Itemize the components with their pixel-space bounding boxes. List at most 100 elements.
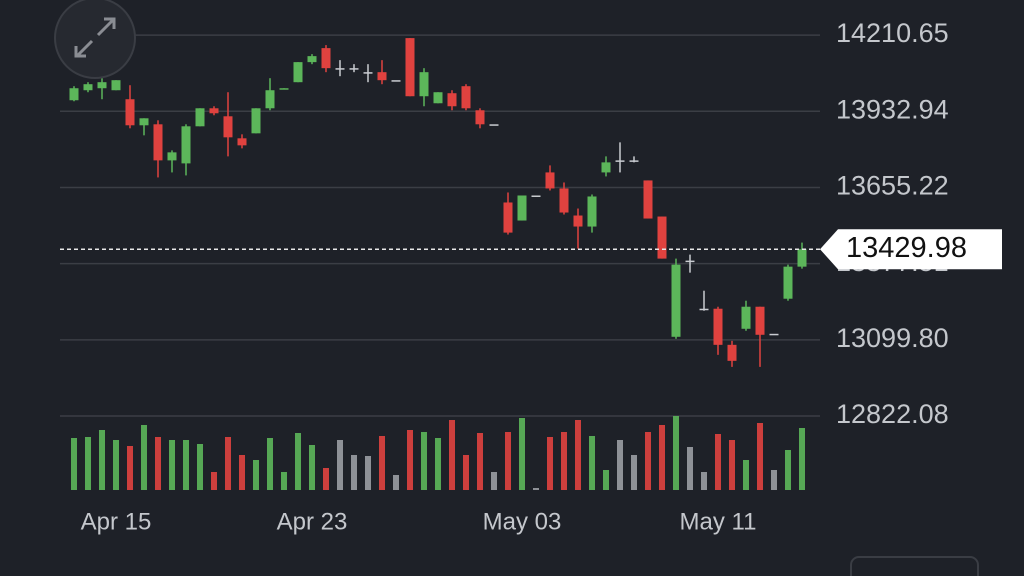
volume-bar bbox=[99, 430, 105, 490]
volume-bar bbox=[631, 455, 637, 490]
expand-icon[interactable] bbox=[74, 17, 116, 58]
expand-circle[interactable] bbox=[54, 0, 136, 79]
candle-body bbox=[279, 88, 289, 90]
volume-bar bbox=[617, 440, 623, 490]
candle-body bbox=[181, 126, 191, 164]
volume-bar bbox=[281, 472, 287, 490]
volume-bar bbox=[435, 438, 441, 490]
candle-body bbox=[685, 260, 695, 263]
candle-body bbox=[307, 56, 317, 63]
y-tick-label: 12822.08 bbox=[836, 399, 949, 429]
candle-body bbox=[293, 62, 303, 83]
volume-bar bbox=[715, 434, 721, 490]
volume-bar bbox=[575, 420, 581, 490]
corner-button[interactable] bbox=[850, 556, 979, 576]
volume-bar bbox=[127, 446, 133, 490]
x-tick-label: May 11 bbox=[680, 508, 757, 535]
volume-bar bbox=[351, 455, 357, 490]
y-tick-label: 13655.22 bbox=[836, 171, 949, 201]
volume-bar bbox=[477, 433, 483, 490]
volume-bar bbox=[71, 438, 77, 490]
candle-body bbox=[741, 306, 751, 329]
y-tick-label: 13932.94 bbox=[836, 94, 949, 124]
x-tick-label: Apr 15 bbox=[81, 508, 152, 535]
candle-body bbox=[391, 80, 401, 82]
candle-body bbox=[503, 202, 513, 233]
y-tick-label: 13099.80 bbox=[836, 323, 949, 353]
volume-bar bbox=[799, 428, 805, 490]
volume-bar bbox=[561, 432, 567, 490]
volume-bar bbox=[505, 432, 511, 490]
candle-body bbox=[321, 48, 331, 69]
volume-bar bbox=[141, 425, 147, 490]
candle-body bbox=[573, 215, 583, 227]
volume-bar bbox=[449, 420, 455, 490]
candle-body bbox=[111, 80, 121, 91]
candle-body bbox=[727, 344, 737, 361]
volume-bar bbox=[645, 432, 651, 490]
candle-body bbox=[167, 152, 177, 161]
candle-body bbox=[447, 93, 457, 107]
volume-bar bbox=[729, 440, 735, 490]
volume-bar bbox=[379, 436, 385, 490]
candle-body bbox=[377, 72, 387, 81]
candle-body bbox=[517, 195, 527, 221]
volume-bar bbox=[421, 432, 427, 490]
volume-bar bbox=[757, 423, 763, 490]
candle-body bbox=[195, 108, 205, 127]
volume-bar bbox=[463, 455, 469, 490]
candle-body bbox=[69, 88, 79, 101]
candle-body bbox=[769, 333, 779, 336]
volume-bar bbox=[771, 470, 777, 490]
candle-body bbox=[475, 110, 485, 125]
candle-body bbox=[783, 266, 793, 299]
volume-bar bbox=[211, 472, 217, 490]
volume-bar bbox=[547, 437, 553, 490]
price-axis: 12822.0813099.8013377.5113655.2213932.94… bbox=[820, 18, 1002, 429]
volume-bar bbox=[155, 437, 161, 490]
volume-bar bbox=[407, 430, 413, 490]
volume-bar bbox=[239, 455, 245, 490]
x-tick-label: Apr 23 bbox=[277, 508, 348, 535]
volume-bar bbox=[309, 445, 315, 490]
candle-body bbox=[559, 188, 569, 213]
volume-bar bbox=[267, 438, 273, 490]
candle-body bbox=[139, 118, 149, 126]
volume-bar bbox=[603, 470, 609, 490]
volume-bar bbox=[337, 440, 343, 490]
candle-body bbox=[209, 108, 219, 114]
candle-body bbox=[83, 84, 93, 91]
volume-bar bbox=[169, 440, 175, 490]
volume-bar bbox=[323, 468, 329, 490]
volume-bar bbox=[701, 472, 707, 490]
candle-body bbox=[713, 308, 723, 345]
candle-body bbox=[489, 124, 499, 126]
candle-body bbox=[97, 82, 107, 89]
volume-bar bbox=[85, 437, 91, 490]
volume-bar bbox=[295, 433, 301, 490]
grid bbox=[60, 34, 820, 417]
candle-body bbox=[419, 72, 429, 97]
candle-body bbox=[265, 90, 275, 109]
candle-body bbox=[335, 68, 345, 70]
volume-bar bbox=[197, 444, 203, 490]
candle-body bbox=[153, 124, 163, 161]
volume-bar bbox=[183, 440, 189, 490]
volume-bar bbox=[225, 437, 231, 490]
plot-area: Apr 15 Apr 23 May 03 May 11 bbox=[60, 38, 820, 535]
volume-bar bbox=[533, 488, 539, 490]
expand-button[interactable] bbox=[54, 0, 136, 79]
volume-bar bbox=[393, 475, 399, 490]
candle-body bbox=[223, 116, 233, 138]
volume-bar bbox=[659, 425, 665, 490]
candle-body bbox=[699, 308, 709, 311]
candle-body bbox=[405, 38, 415, 97]
volume-bar bbox=[687, 447, 693, 490]
volume-bar bbox=[589, 436, 595, 490]
last-price-tag bbox=[820, 229, 1002, 270]
volume-bar bbox=[785, 450, 791, 490]
candle-body bbox=[349, 68, 359, 70]
candle-body bbox=[545, 172, 555, 189]
candle-body bbox=[643, 180, 653, 219]
